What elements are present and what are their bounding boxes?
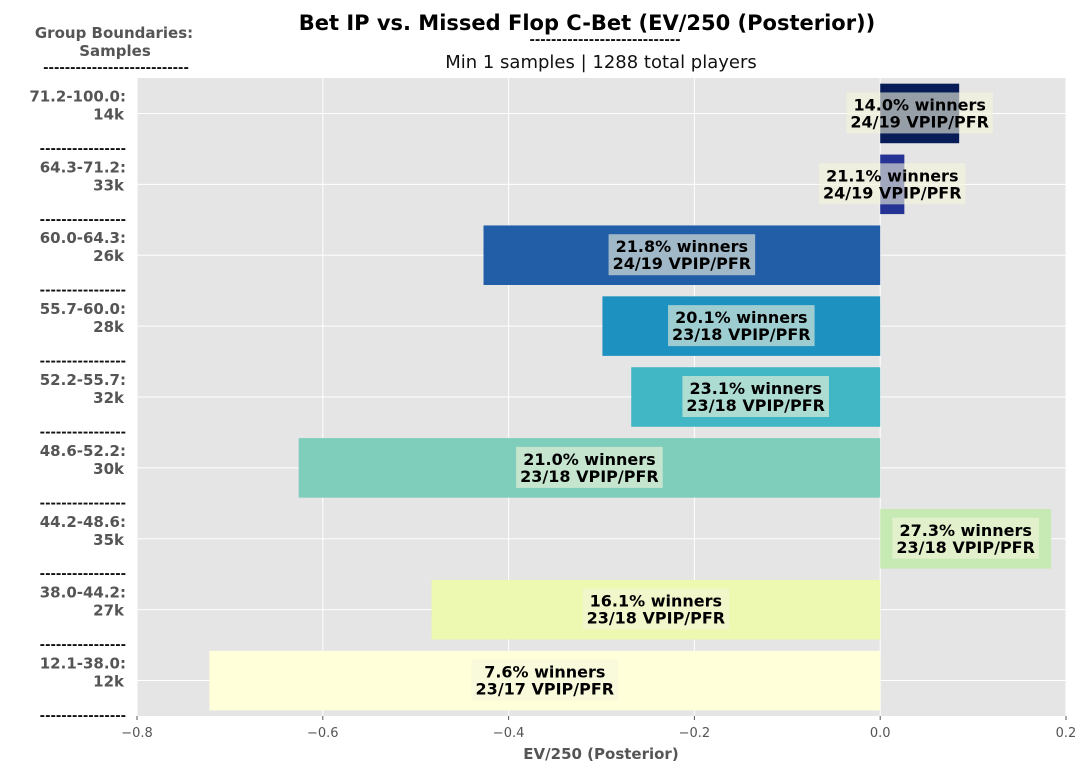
- bar-winners-label: 14.0% winners: [853, 95, 985, 114]
- chart-subtitle: Min 1 samples | 1288 total players: [445, 52, 757, 73]
- y-range-label: 38.0-44.2:: [40, 584, 126, 602]
- chart-title: Bet IP vs. Missed Flop C-Bet (EV/250 (Po…: [299, 11, 876, 35]
- y-header-samples: Samples: [79, 42, 151, 60]
- bar-vpip-label: 24/19 VPIP/PFR: [850, 112, 989, 131]
- bar-vpip-label: 23/17 VPIP/PFR: [476, 680, 615, 699]
- bar-label-box: [516, 446, 663, 488]
- x-tick-label: −0.4: [493, 726, 525, 741]
- y-samples-label: 35k: [93, 531, 125, 549]
- y-separator: ----------------: [40, 709, 126, 724]
- bar-winners-label: 21.8% winners: [616, 237, 748, 256]
- y-separator: ----------------: [40, 142, 126, 157]
- bar-winners-label: 21.0% winners: [523, 450, 655, 469]
- y-range-label: 44.2-48.6:: [40, 513, 126, 531]
- y-samples-label: 30k: [93, 460, 125, 478]
- x-tick-label: −0.8: [121, 726, 153, 741]
- x-axis-label: EV/250 (Posterior): [523, 745, 678, 763]
- y-header-underline: ---------------------------: [43, 61, 189, 76]
- y-range-label: 12.1-38.0:: [40, 655, 126, 673]
- y-range-label: 64.3-71.2:: [40, 158, 126, 176]
- x-tick-label: 0.2: [1056, 726, 1077, 741]
- bar-label-box: [892, 517, 1039, 559]
- x-axis-ticks: −0.8 −0.6 −0.4 −0.2 0.0 0.2: [121, 716, 1076, 741]
- bar-winners-label: 7.6% winners: [484, 663, 605, 682]
- bar-winners-label: 23.1% winners: [690, 379, 822, 398]
- y-samples-label: 28k: [93, 318, 125, 336]
- bar-vpip-label: 23/18 VPIP/PFR: [672, 325, 811, 344]
- y-range-label: 48.6-52.2:: [40, 442, 126, 460]
- y-samples-label: 14k: [93, 105, 125, 123]
- y-separator: ----------------: [40, 284, 126, 299]
- title-underline: ----------------------------: [529, 33, 680, 48]
- y-separator: ----------------: [40, 496, 126, 511]
- y-samples-label: 32k: [93, 389, 125, 407]
- bar-vpip-label: 23/18 VPIP/PFR: [520, 467, 659, 486]
- bar-winners-label: 21.1% winners: [826, 166, 958, 185]
- y-separator: ----------------: [40, 638, 126, 653]
- y-axis-labels: 71.2-100.0:14k----------------64.3-71.2:…: [29, 87, 126, 724]
- y-separator: ----------------: [40, 213, 126, 228]
- bar-label-box: [582, 588, 730, 630]
- bar-winners-label: 27.3% winners: [899, 521, 1031, 540]
- bar-label-box: [471, 659, 619, 701]
- y-range-label: 60.0-64.3:: [40, 229, 126, 247]
- x-tick-label: −0.2: [679, 726, 711, 741]
- bar-label-box: [682, 376, 829, 417]
- y-samples-label: 26k: [93, 247, 125, 265]
- y-separator: ----------------: [40, 355, 126, 370]
- bar-vpip-label: 23/18 VPIP/PFR: [587, 609, 726, 628]
- bar-vpip-label: 23/18 VPIP/PFR: [686, 396, 825, 415]
- y-header-title: Group Boundaries:: [35, 24, 193, 42]
- y-range-label: 52.2-55.7:: [40, 371, 126, 389]
- y-samples-label: 27k: [93, 602, 125, 620]
- y-samples-label: 33k: [93, 176, 125, 194]
- bar-label-box: [818, 163, 966, 205]
- bar-winners-label: 20.1% winners: [675, 308, 807, 327]
- x-tick-label: 0.0: [870, 726, 891, 741]
- y-samples-label: 12k: [93, 673, 125, 691]
- bar-vpip-label: 23/18 VPIP/PFR: [896, 538, 1035, 557]
- bar-label-box: [668, 305, 815, 347]
- y-separator: ----------------: [40, 425, 126, 440]
- y-range-label: 55.7-60.0:: [40, 300, 126, 318]
- bar-label-box: [608, 234, 756, 276]
- y-separator: ----------------: [40, 567, 126, 582]
- bar-winners-label: 16.1% winners: [590, 592, 722, 611]
- y-range-label: 71.2-100.0:: [29, 87, 126, 105]
- bar-vpip-label: 24/19 VPIP/PFR: [823, 183, 962, 202]
- x-tick-label: −0.6: [307, 726, 339, 741]
- bar-label-box: [846, 92, 993, 134]
- bar-vpip-label: 24/19 VPIP/PFR: [613, 254, 752, 273]
